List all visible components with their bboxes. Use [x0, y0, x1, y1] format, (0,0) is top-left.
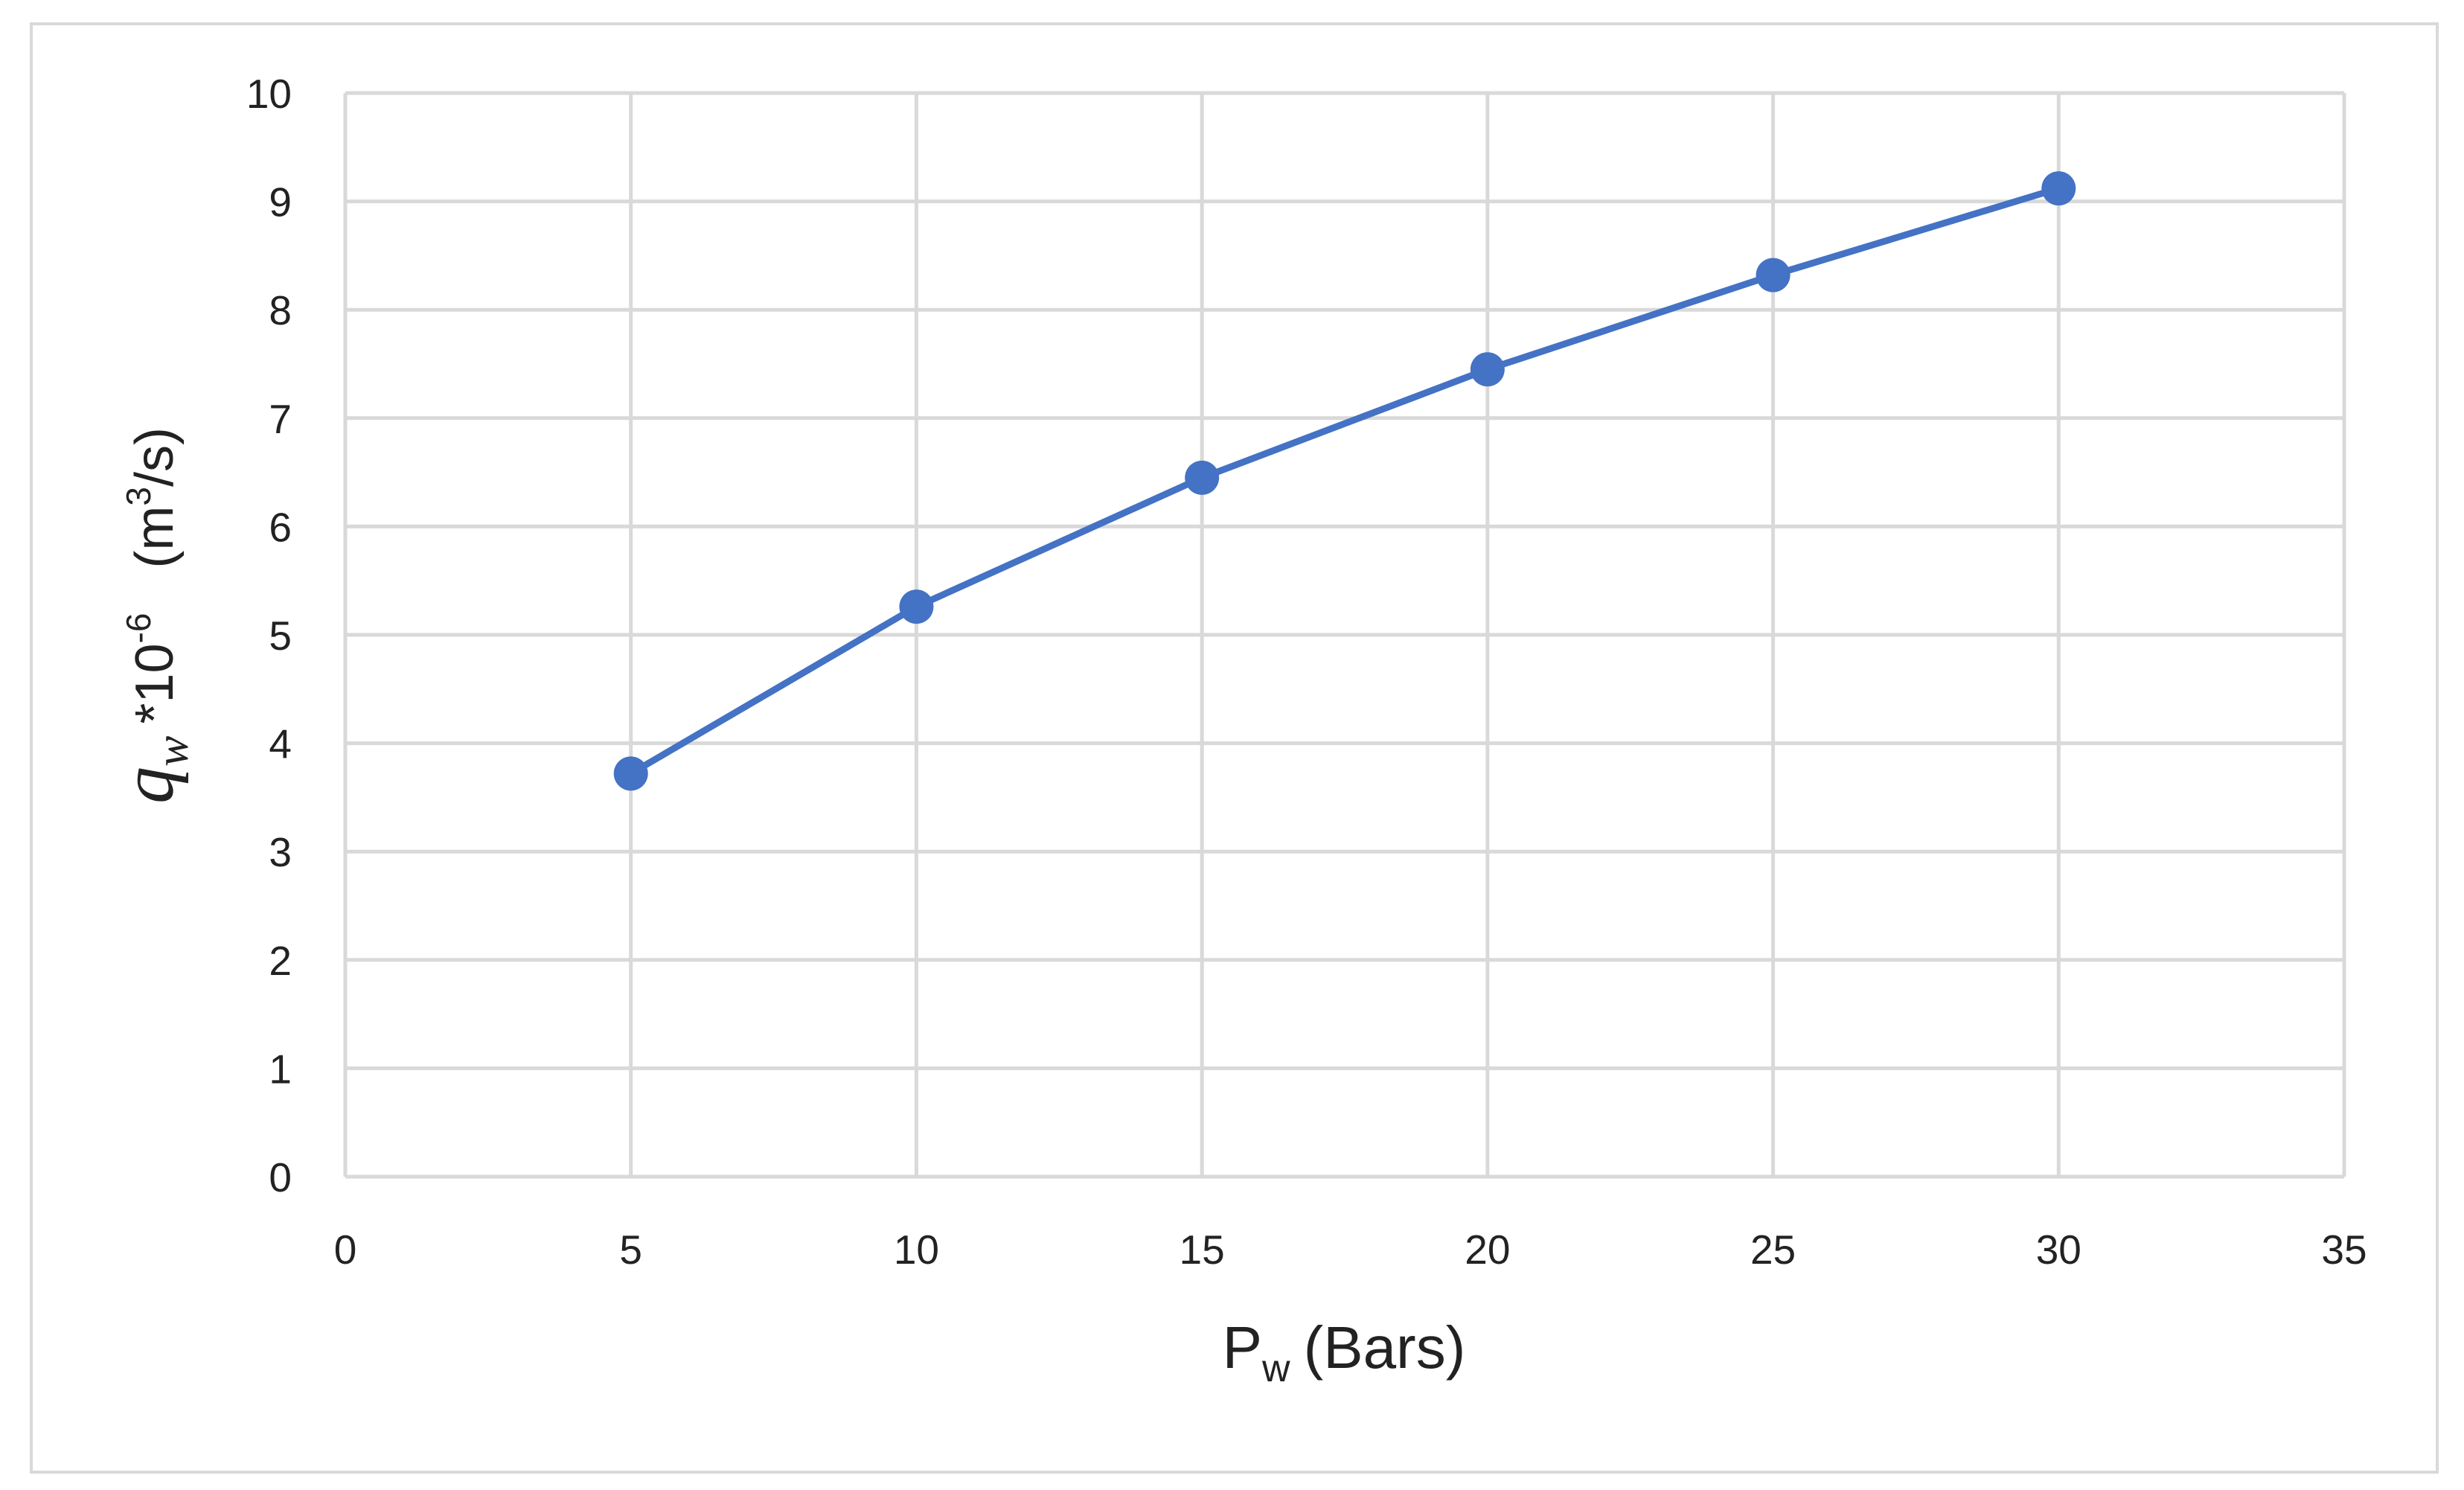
- x-tick-label: 25: [1750, 1227, 1796, 1273]
- x-tick-label: 15: [1180, 1227, 1225, 1273]
- y-tick-label: 0: [269, 1154, 292, 1200]
- y-tick-label: 7: [269, 396, 292, 442]
- series-line: [629, 185, 2060, 777]
- data-point: [1756, 258, 1791, 292]
- y-tick-label: 10: [246, 71, 292, 117]
- y-axis-label: qw *10-6 (m3/s): [106, 427, 198, 804]
- chart-border: [30, 22, 2439, 1474]
- x-tick-label: 0: [334, 1227, 357, 1273]
- x-tick-label: 5: [619, 1227, 642, 1273]
- y-tick-label: 5: [269, 613, 292, 659]
- label-part: *10: [125, 643, 185, 723]
- x-tick-label: 35: [2321, 1227, 2367, 1273]
- x-tick-label: 20: [1465, 1227, 1510, 1273]
- y-tick-label: 3: [269, 829, 292, 875]
- label-part: -6: [119, 613, 158, 644]
- x-tick-label: 30: [2036, 1227, 2081, 1273]
- y-tick-label: 6: [269, 504, 292, 550]
- data-point: [1185, 460, 1220, 495]
- y-tick-label: 4: [269, 721, 292, 767]
- x-tick-label: 10: [894, 1227, 939, 1273]
- data-point: [899, 589, 934, 624]
- label-part: 3: [119, 487, 158, 506]
- label-part: (m: [125, 506, 185, 569]
- label-part: w: [1261, 1347, 1290, 1390]
- label-part: /s): [125, 427, 185, 487]
- x-axis-label: Pw (Bars): [1223, 1314, 1466, 1390]
- data-point: [613, 756, 648, 791]
- y-tick-label: 1: [269, 1046, 292, 1092]
- label-part: P: [1223, 1314, 1262, 1381]
- label-part: (Bars): [1304, 1314, 1466, 1381]
- data-point: [1470, 352, 1505, 387]
- y-tick-label: 2: [269, 938, 292, 984]
- grid: [343, 91, 2346, 1179]
- plot: [613, 171, 2076, 791]
- y-tick-label: 9: [269, 179, 292, 226]
- data-point: [2041, 171, 2076, 206]
- label-part: q: [106, 767, 189, 804]
- label-part: w: [147, 736, 198, 767]
- y-tick-label: 8: [269, 287, 292, 333]
